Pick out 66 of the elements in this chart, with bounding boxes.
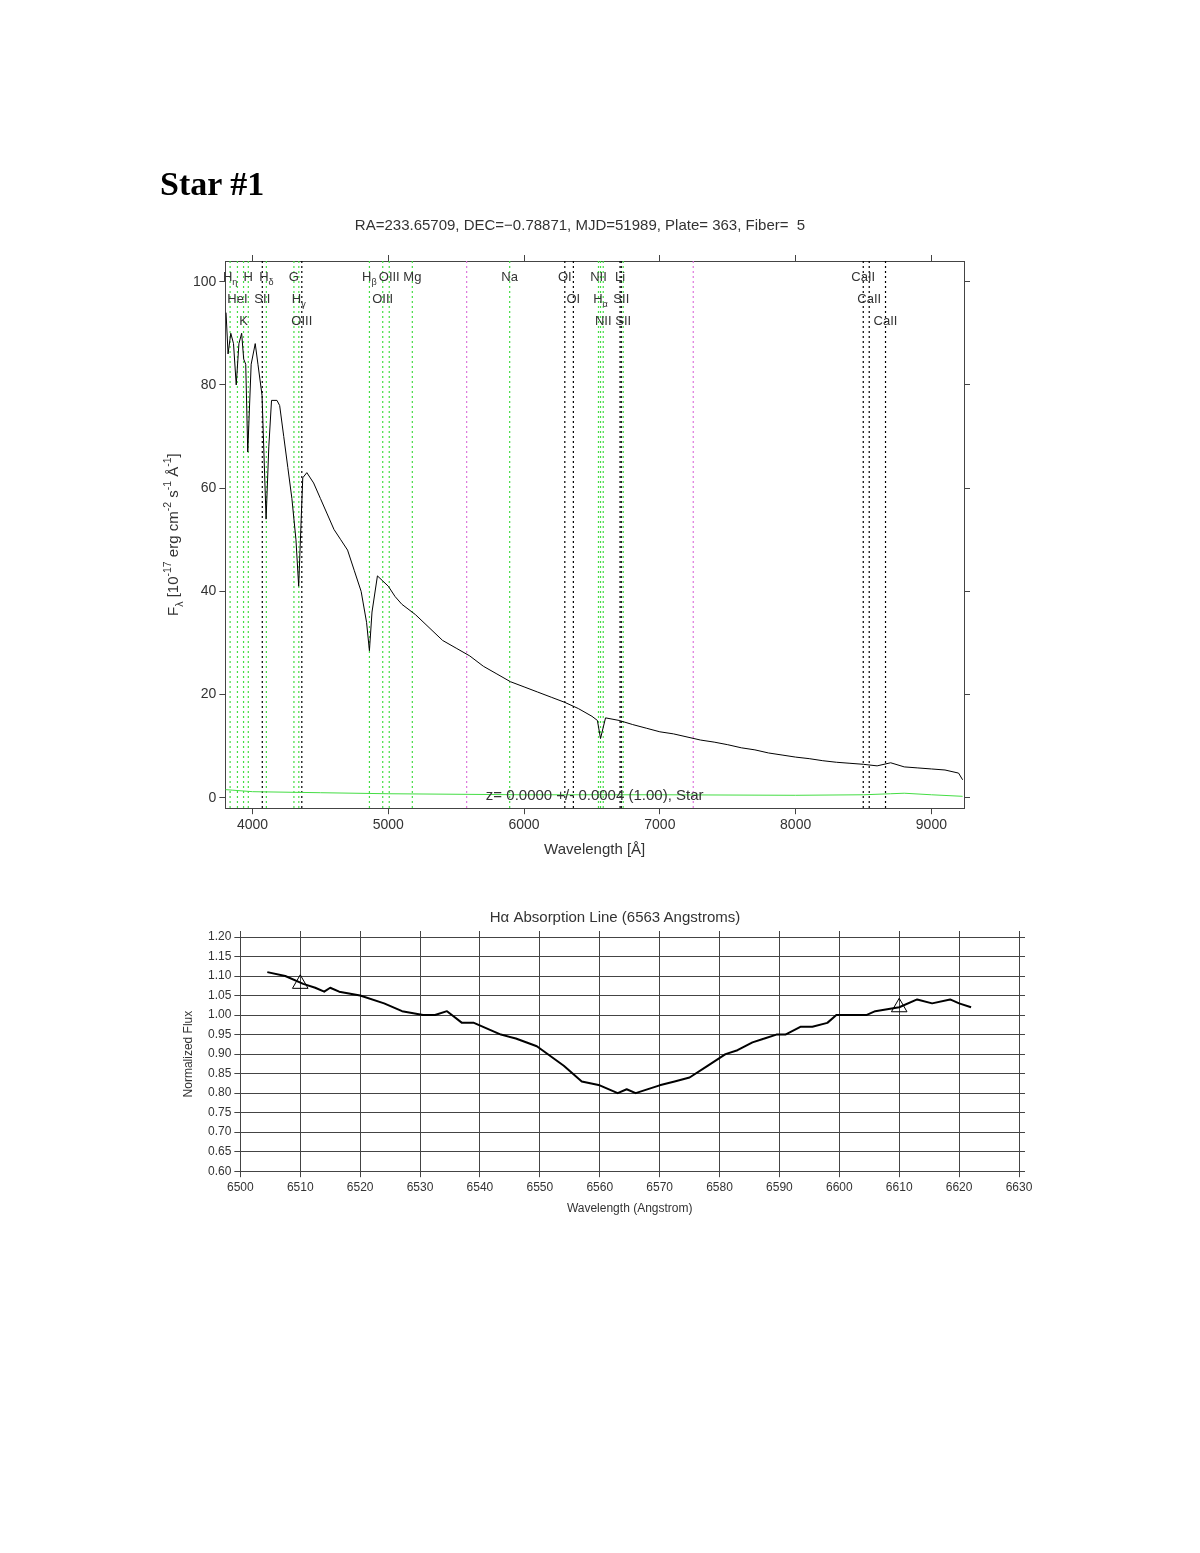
ref-line-label: CaII xyxy=(857,290,882,306)
x-tick-label: 6520 xyxy=(346,1179,374,1194)
ref-line-label: OIII xyxy=(291,312,313,328)
ref-line-label: OI xyxy=(566,290,581,306)
ref-line-label: Na xyxy=(501,268,519,284)
ref-line-label: OIII xyxy=(378,268,400,284)
y-tick-label: 60 xyxy=(200,479,217,495)
ref-line-label: OIII xyxy=(372,290,394,306)
y-tick-label: 20 xyxy=(200,685,217,702)
chart-subtitle: RA=233.65709, DEC=−0.78871, MJD=51989, Plate= 363, Fiber= 5 xyxy=(354,216,806,234)
x-tick-label: 7000 xyxy=(644,816,676,833)
ref-line-label: K xyxy=(239,312,249,328)
x-tick-label: 6550 xyxy=(526,1179,554,1194)
y-tick-label: 100 xyxy=(193,272,217,289)
y-tick-label: 1.20 xyxy=(208,929,232,944)
x-tick-label: 6540 xyxy=(466,1179,494,1194)
y-tick-label: 0.80 xyxy=(208,1085,232,1100)
ref-line-label: HeI xyxy=(227,290,248,306)
x-tick-label: 5000 xyxy=(372,816,405,833)
y-tick-label: 1.05 xyxy=(208,987,232,1002)
x-tick-label: 6570 xyxy=(646,1179,674,1194)
y-tick-label: 40 xyxy=(200,582,217,599)
y-tick-label: 80 xyxy=(200,375,217,392)
x-tick-label: 4000 xyxy=(236,816,269,833)
ref-line-label: SII xyxy=(615,312,632,328)
ref-line-label: Mg xyxy=(403,268,422,284)
y-tick-label: 1.00 xyxy=(208,1007,232,1022)
y-tick-label: 1.10 xyxy=(208,968,232,983)
x-tick-label: 6630 xyxy=(1005,1179,1033,1194)
y-tick-label: 0.60 xyxy=(208,1163,232,1178)
chart-title: Hα Absorption Line (6563 Angstroms) xyxy=(489,908,741,926)
ref-line-label: CaII xyxy=(873,312,898,328)
ref-line-label: OI xyxy=(557,268,572,284)
ref-line-label: G xyxy=(288,268,299,284)
x-tick-label: 6560 xyxy=(586,1179,614,1194)
ref-line-label: NII xyxy=(590,268,607,284)
y-axis-title: Normalized Flux xyxy=(181,1010,196,1098)
x-tick-label: 6620 xyxy=(945,1179,973,1194)
y-tick-label: 0.65 xyxy=(208,1144,232,1158)
x-tick-label: 6580 xyxy=(706,1179,734,1194)
x-tick-label: 6610 xyxy=(885,1179,913,1194)
y-tick-label: 0.95 xyxy=(208,1026,232,1041)
y-tick-label: 0 xyxy=(208,788,217,805)
y-tick-label: 0.75 xyxy=(208,1104,232,1119)
y-tick-label: 0.90 xyxy=(208,1046,232,1061)
ref-line-label: SII xyxy=(613,290,630,306)
x-axis-title: Wavelength [Å] xyxy=(544,840,646,858)
y-tick-label: 1.15 xyxy=(208,948,232,963)
y-tick-label: 0.85 xyxy=(208,1065,232,1080)
x-tick-label: 6510 xyxy=(286,1179,314,1194)
x-axis-title: Wavelength (Angstrom) xyxy=(566,1201,693,1216)
ref-line-label: CaII xyxy=(851,268,876,284)
x-tick-label: 6600 xyxy=(825,1179,853,1194)
ref-line-label: H xyxy=(243,268,253,284)
x-tick-label: 9000 xyxy=(915,816,948,833)
x-tick-label: 8000 xyxy=(780,816,812,833)
x-tick-label: 6590 xyxy=(766,1179,794,1194)
chart-title: Star #1 xyxy=(160,165,266,203)
ref-line-label: Li xyxy=(615,268,626,284)
ref-line-label: NII xyxy=(594,312,612,328)
ref-line-label: SII xyxy=(254,290,271,306)
y-tick-label: 0.70 xyxy=(208,1124,232,1139)
x-tick-label: 6000 xyxy=(508,816,540,833)
x-tick-label: 6500 xyxy=(227,1179,255,1194)
text: Fλ [10-17 erg cm-2 s-1 Å-1] xyxy=(160,453,185,616)
x-tick-label: 6530 xyxy=(406,1179,434,1194)
